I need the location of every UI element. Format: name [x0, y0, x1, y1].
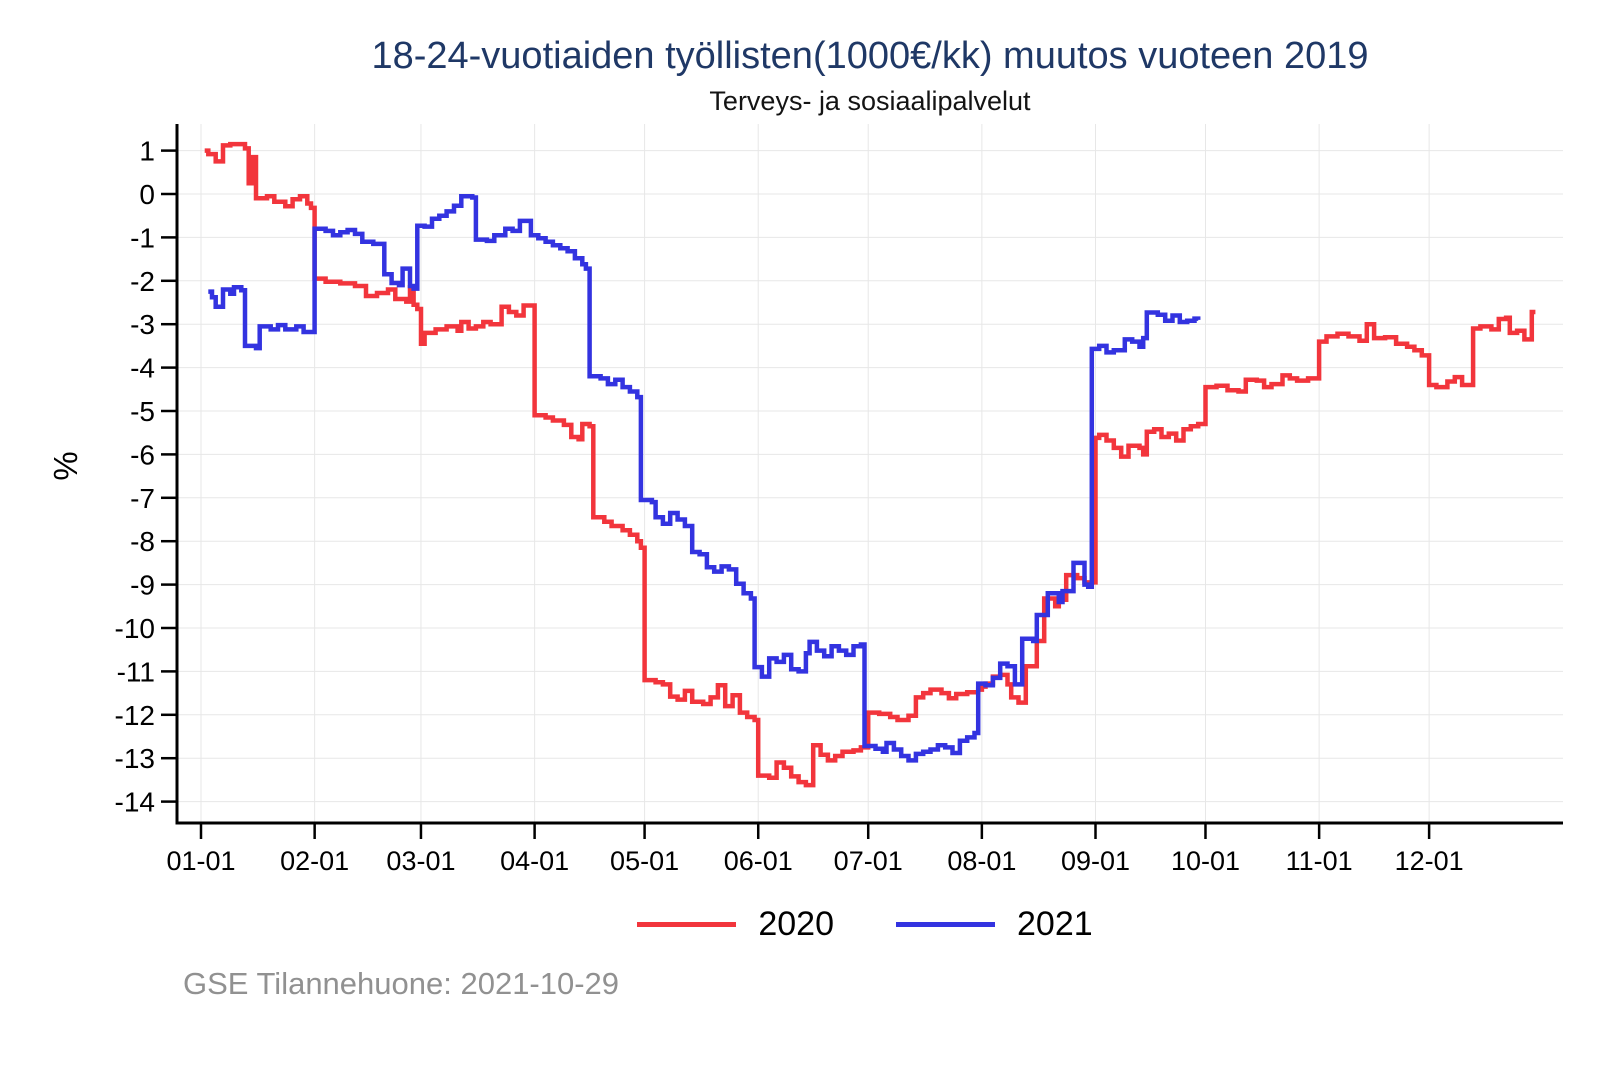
x-tick-label: 06-01 — [724, 846, 793, 876]
chart-subtitle: Terveys- ja sosiaalipalvelut — [709, 86, 1031, 116]
y-tick-label: 1 — [139, 136, 155, 167]
x-tick-label: 09-01 — [1061, 846, 1130, 876]
x-tick-label: 08-01 — [947, 846, 1016, 876]
y-tick-label: -1 — [130, 222, 155, 253]
y-tick-label: -14 — [115, 787, 155, 818]
y-tick-label: -12 — [115, 700, 155, 731]
legend-item-2021: 2021 — [896, 905, 1093, 944]
x-tick-label: 11-01 — [1286, 846, 1353, 876]
x-tick-label: 07-01 — [834, 846, 903, 876]
x-tick-label: 05-01 — [610, 846, 679, 876]
y-tick-label: -2 — [130, 266, 155, 297]
y-tick-label: -4 — [130, 353, 155, 384]
series-line-2020 — [204, 141, 1536, 788]
x-tick-label: 01-01 — [166, 846, 235, 876]
series-line-2021 — [208, 193, 1201, 763]
y-tick-label: -7 — [130, 483, 155, 514]
source-note: GSE Tilannehuone: 2021-10-29 — [183, 966, 620, 1001]
x-tick-label: 03-01 — [386, 846, 455, 876]
y-tick-label: -6 — [130, 439, 155, 470]
legend: 2020 2021 — [65, 896, 1600, 952]
y-tick-label: -5 — [130, 396, 155, 427]
x-tick-label: 04-01 — [500, 846, 569, 876]
legend-line-2020-icon — [637, 921, 737, 927]
y-tick-label: -9 — [130, 570, 155, 601]
y-tick-label: -13 — [115, 743, 155, 774]
y-tick-label: -10 — [115, 613, 155, 644]
legend-label-2020: 2020 — [758, 904, 834, 943]
y-tick-label: -11 — [117, 656, 155, 687]
chart-title: 18-24-vuotiaiden työllisten(1000€/kk) mu… — [371, 35, 1369, 77]
x-tick-label: 02-01 — [280, 846, 349, 876]
legend-item-2020: 2020 — [637, 905, 834, 944]
y-tick-label: -8 — [130, 526, 155, 557]
y-tick-label: -3 — [130, 309, 155, 340]
legend-line-2021-icon — [896, 921, 995, 927]
x-tick-label: 10-01 — [1171, 846, 1240, 876]
y-tick-label: 0 — [139, 179, 155, 210]
x-tick-label: 12-01 — [1395, 846, 1464, 876]
legend-label-2021: 2021 — [1017, 904, 1093, 943]
